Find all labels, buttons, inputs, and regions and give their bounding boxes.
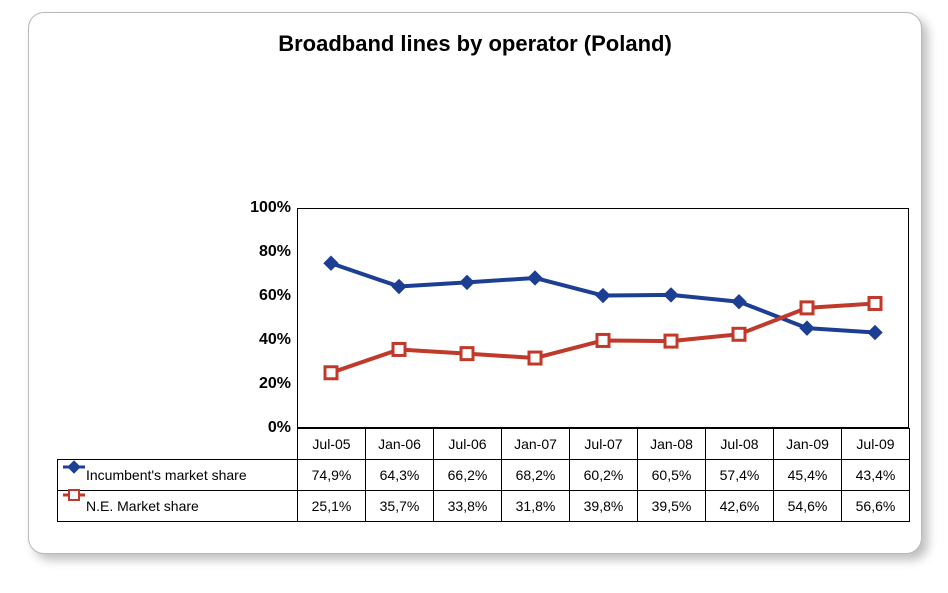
data-cell: 56,6% <box>842 491 910 522</box>
x-axis-row: Jul-05Jan-06Jul-06Jan-07Jul-07Jan-08Jul-… <box>58 429 910 460</box>
data-cell: 66,2% <box>434 460 502 491</box>
data-cell: 33,8% <box>434 491 502 522</box>
data-cell: 31,8% <box>502 491 570 522</box>
x-tick-label: Jul-08 <box>706 429 774 460</box>
data-cell: 43,4% <box>842 460 910 491</box>
series-label: N.E. Market share <box>58 491 298 522</box>
chart-plot-area: 0%20%40%60%80%100% <box>237 208 909 428</box>
data-cell: 39,8% <box>570 491 638 522</box>
data-cell: 54,6% <box>774 491 842 522</box>
table-row: Incumbent's market share74,9%64,3%66,2%6… <box>58 460 910 491</box>
data-cell: 64,3% <box>366 460 434 491</box>
table-corner-empty <box>58 429 298 460</box>
data-cell: 57,4% <box>706 460 774 491</box>
y-tick-label: 100% <box>250 199 291 217</box>
data-cell: 42,6% <box>706 491 774 522</box>
x-tick-label: Jan-08 <box>638 429 706 460</box>
y-axis-labels: 0%20%40%60%80%100% <box>237 208 297 428</box>
data-cell: 60,2% <box>570 460 638 491</box>
data-cell: 60,5% <box>638 460 706 491</box>
chart-title: Broadband lines by operator (Poland) <box>29 31 921 57</box>
chart-card: Broadband lines by operator (Poland) 0%2… <box>28 12 922 554</box>
data-cell: 74,9% <box>298 460 366 491</box>
data-cell: 68,2% <box>502 460 570 491</box>
y-tick-label: 80% <box>259 243 291 261</box>
data-cell: 25,1% <box>298 491 366 522</box>
x-tick-label: Jul-06 <box>434 429 502 460</box>
stage: Broadband lines by operator (Poland) 0%2… <box>0 0 948 593</box>
data-cell: 35,7% <box>366 491 434 522</box>
y-tick-label: 60% <box>259 287 291 305</box>
data-table: Jul-05Jan-06Jul-06Jan-07Jul-07Jan-08Jul-… <box>57 428 910 522</box>
x-tick-label: Jul-05 <box>298 429 366 460</box>
data-cell: 45,4% <box>774 460 842 491</box>
y-tick-label: 20% <box>259 375 291 393</box>
data-cell: 39,5% <box>638 491 706 522</box>
table-row: N.E. Market share25,1%35,7%33,8%31,8%39,… <box>58 491 910 522</box>
x-tick-label: Jul-07 <box>570 429 638 460</box>
chart-svg <box>297 208 909 428</box>
x-tick-label: Jul-09 <box>842 429 910 460</box>
x-tick-label: Jan-07 <box>502 429 570 460</box>
series-label: Incumbent's market share <box>58 460 298 491</box>
y-tick-label: 40% <box>259 331 291 349</box>
x-tick-label: Jan-09 <box>774 429 842 460</box>
x-tick-label: Jan-06 <box>366 429 434 460</box>
